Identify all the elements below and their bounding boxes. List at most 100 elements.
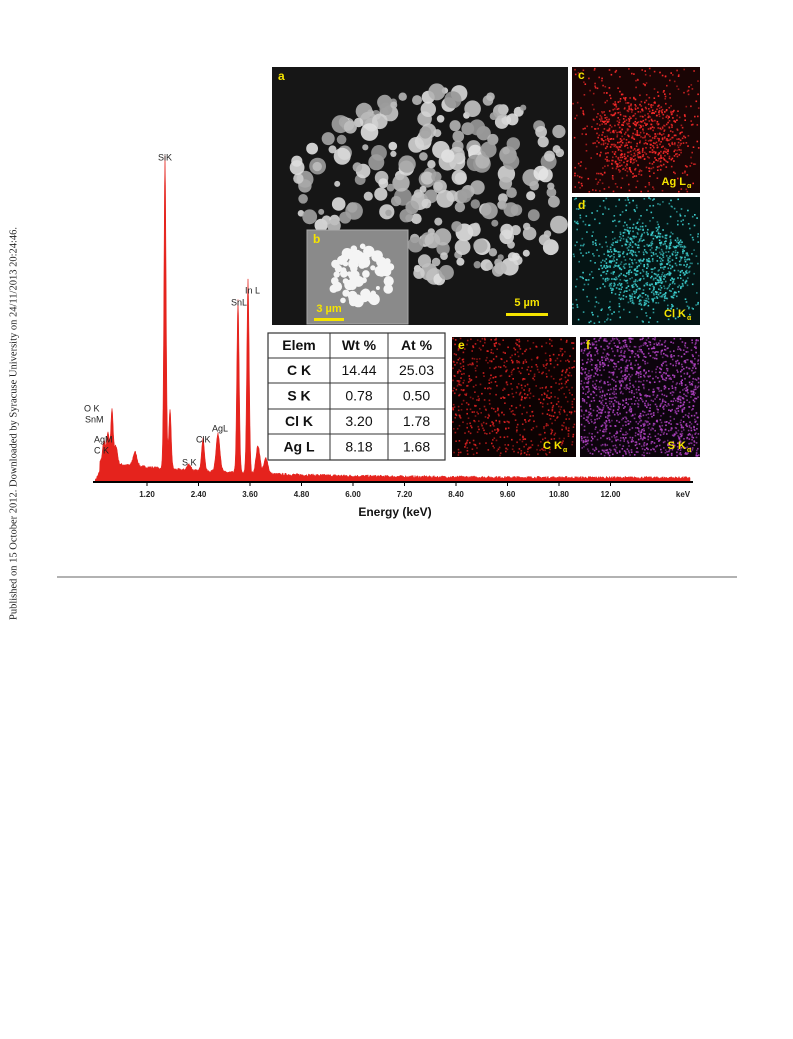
map-dot	[612, 273, 615, 275]
map-dot	[614, 112, 617, 114]
peak-label: SnL	[231, 297, 247, 307]
map-dot	[458, 424, 461, 427]
map-dot	[650, 412, 653, 415]
map-dot	[640, 105, 643, 107]
particle	[457, 188, 472, 203]
map-dot	[600, 120, 602, 122]
map-dot	[607, 389, 610, 391]
map-dot	[622, 274, 625, 276]
map-dot	[586, 231, 588, 233]
map-dot	[591, 359, 594, 361]
map-dot	[669, 215, 672, 218]
map-dot	[625, 421, 627, 423]
map-dot	[666, 297, 669, 300]
map-dot	[580, 439, 583, 442]
map-dot	[640, 174, 643, 176]
map-dot	[649, 135, 651, 138]
map-dot	[619, 347, 622, 350]
map-dot	[631, 259, 633, 261]
map-dot	[671, 136, 673, 139]
map-dot	[536, 448, 538, 451]
map-dot	[627, 301, 630, 304]
map-dot	[631, 391, 633, 394]
map-dot	[612, 453, 614, 456]
map-dot	[653, 70, 656, 73]
map-dot	[482, 421, 485, 424]
map-dot	[611, 260, 614, 262]
map-dot	[606, 404, 608, 407]
map-dot	[677, 88, 680, 90]
map-dot	[654, 283, 657, 286]
map-dot	[636, 222, 638, 224]
table-cell: 3.20	[345, 413, 372, 429]
map-dot	[592, 253, 594, 255]
map-dot	[629, 296, 632, 298]
panel-label: f	[586, 338, 591, 352]
map-dot	[619, 316, 621, 319]
map-dot	[589, 408, 592, 410]
particle	[412, 95, 422, 106]
map-dot	[607, 451, 610, 454]
particle	[454, 239, 471, 256]
map-dot	[594, 242, 597, 244]
map-dot	[682, 421, 685, 423]
map-dot	[617, 403, 620, 405]
map-dot	[625, 424, 627, 426]
particle	[510, 204, 523, 216]
map-dot	[669, 283, 671, 286]
map-dot	[606, 393, 608, 395]
map-dot	[652, 292, 655, 295]
map-dot	[620, 284, 622, 286]
map-dot	[649, 283, 651, 286]
map-dot	[652, 388, 655, 391]
map-dot	[609, 393, 611, 396]
particle	[444, 91, 462, 109]
map-dot	[655, 296, 658, 298]
map-dot	[611, 151, 614, 153]
map-dot	[592, 142, 594, 145]
map-dot	[660, 241, 663, 243]
map-dot	[644, 437, 646, 439]
map-dot	[632, 230, 634, 233]
map-dot	[623, 279, 626, 281]
map-dot	[652, 298, 654, 300]
map-dot	[528, 373, 530, 375]
map-dot	[683, 68, 685, 71]
map-dot	[596, 172, 598, 175]
map-dot	[628, 135, 630, 138]
map-dot	[612, 397, 614, 399]
map-dot	[587, 347, 589, 350]
map-dot	[697, 385, 700, 388]
particle	[348, 271, 358, 280]
map-dot	[595, 446, 597, 449]
map-dot	[678, 442, 681, 445]
map-dot	[457, 409, 460, 412]
map-dot	[687, 391, 689, 394]
map-dot	[543, 426, 545, 428]
map-dot	[530, 428, 533, 431]
map-dot	[689, 165, 692, 167]
map-dot	[529, 446, 532, 449]
map-dot	[625, 97, 627, 99]
map-dot	[614, 444, 617, 447]
map-dot	[599, 124, 601, 126]
map-dot	[613, 152, 616, 155]
map-dot	[602, 352, 604, 354]
map-dot	[615, 106, 618, 108]
map-dot	[679, 241, 681, 243]
map-dot	[576, 101, 579, 104]
map-dot	[527, 340, 529, 342]
map-dot	[685, 301, 688, 303]
map-dot	[665, 247, 668, 250]
map-dot	[633, 396, 635, 398]
map-dot	[628, 125, 630, 127]
map-dot	[661, 343, 663, 346]
map-dot	[597, 374, 599, 376]
map-dot	[585, 374, 588, 376]
map-dot	[638, 246, 640, 249]
map-dot	[481, 337, 484, 340]
map-dot	[594, 82, 596, 85]
particle	[385, 209, 392, 216]
map-dot	[614, 161, 617, 164]
